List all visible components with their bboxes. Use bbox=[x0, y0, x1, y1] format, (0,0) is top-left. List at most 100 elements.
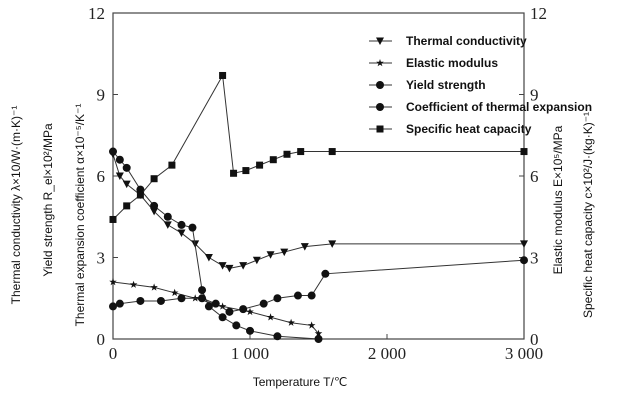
x-tick-label: 3 000 bbox=[505, 344, 543, 363]
data-point bbox=[328, 240, 337, 248]
series-line bbox=[112, 154, 524, 269]
data-point bbox=[307, 321, 316, 329]
data-point bbox=[168, 161, 176, 169]
right-axis-label-1: Elastic modulus E×10⁵/MPa bbox=[551, 125, 565, 274]
data-point bbox=[163, 212, 172, 221]
series-line bbox=[112, 73, 524, 220]
legend-item: Thermal conductivity bbox=[369, 34, 527, 48]
data-point bbox=[150, 175, 158, 183]
data-point bbox=[150, 207, 159, 216]
data-point bbox=[239, 262, 248, 270]
data-point bbox=[300, 243, 309, 251]
left-axis-label-1: Thermal conductivity λ×10/W·(m·K)⁻¹ bbox=[9, 106, 23, 305]
data-point bbox=[198, 286, 207, 295]
legend-marker bbox=[376, 81, 384, 89]
left-axis-label-2: Yield strength R_el×10²/MPa bbox=[41, 123, 55, 277]
legend-label: Specific heat capacity bbox=[406, 122, 532, 136]
y-tick-label-right: 9 bbox=[530, 86, 539, 105]
y-tick-label-left: 3 bbox=[97, 249, 106, 268]
data-point bbox=[150, 201, 159, 210]
data-point bbox=[259, 299, 268, 308]
x-axis-label: Temperature T/℃ bbox=[253, 375, 348, 389]
data-point bbox=[198, 294, 207, 303]
series-thermal-conductivity bbox=[109, 150, 528, 273]
legend-item: Elastic modulus bbox=[369, 56, 498, 70]
legend-item: Yield strength bbox=[369, 78, 486, 92]
data-point bbox=[256, 161, 264, 169]
legend-marker bbox=[376, 103, 384, 111]
legend-item: Coefficient of thermal expansion bbox=[369, 100, 592, 114]
data-point bbox=[218, 262, 227, 270]
data-point bbox=[177, 220, 186, 229]
data-point bbox=[273, 332, 282, 341]
legend-label: Coefficient of thermal expansion bbox=[406, 100, 592, 114]
data-point bbox=[266, 251, 275, 259]
legend-marker bbox=[376, 37, 384, 45]
x-tick-label: 2 000 bbox=[368, 344, 406, 363]
data-point bbox=[225, 264, 234, 273]
data-point bbox=[232, 321, 241, 330]
data-point bbox=[136, 191, 144, 199]
series-specific-heat-capacity bbox=[109, 71, 528, 223]
data-point bbox=[122, 163, 131, 172]
data-point bbox=[115, 172, 124, 180]
y-tick-label-left: 0 bbox=[97, 330, 106, 349]
y-tick-label-right: 12 bbox=[530, 4, 547, 23]
data-point bbox=[266, 313, 275, 321]
series-elastic-modulus bbox=[109, 277, 323, 337]
data-point bbox=[188, 223, 197, 232]
data-point bbox=[204, 254, 213, 262]
data-point bbox=[520, 256, 528, 265]
data-point bbox=[230, 169, 238, 177]
y-tick-label-left: 12 bbox=[88, 4, 105, 23]
data-point bbox=[170, 288, 179, 297]
data-point bbox=[252, 256, 261, 265]
data-point bbox=[280, 248, 289, 257]
data-point bbox=[204, 302, 213, 311]
y-tick-label-right: 0 bbox=[530, 330, 539, 349]
data-point bbox=[297, 148, 305, 156]
data-point bbox=[219, 71, 227, 79]
data-point bbox=[163, 221, 172, 229]
series-line bbox=[112, 281, 319, 334]
data-point bbox=[314, 335, 323, 343]
y-tick-label-right: 6 bbox=[530, 167, 539, 186]
data-point bbox=[283, 150, 291, 158]
data-point bbox=[314, 329, 323, 337]
data-point bbox=[109, 302, 117, 311]
right-axis-label-2: Specific heat capacity c×10²/J·(kg·K)⁻¹ bbox=[581, 112, 595, 318]
data-point bbox=[218, 302, 227, 310]
data-point bbox=[115, 299, 124, 308]
legend-marker bbox=[376, 59, 384, 67]
data-point bbox=[246, 307, 254, 316]
data-point bbox=[246, 326, 254, 335]
data-point bbox=[177, 294, 186, 303]
series-coefficient-of-thermal-expansion bbox=[109, 256, 528, 316]
series-line bbox=[112, 259, 525, 313]
data-point bbox=[520, 148, 528, 156]
data-point bbox=[520, 240, 528, 248]
data-point bbox=[122, 180, 131, 189]
left-axis-label-3: Thermal expansion coefficient α×10⁻⁵/K⁻¹ bbox=[73, 104, 87, 327]
series-yield-strength bbox=[109, 147, 323, 343]
data-point bbox=[109, 147, 117, 156]
data-point bbox=[293, 291, 302, 300]
x-tick-label: 1 000 bbox=[231, 344, 269, 363]
data-point bbox=[177, 229, 186, 238]
data-point bbox=[239, 305, 248, 314]
data-point bbox=[328, 148, 336, 156]
y-tick-label-left: 6 bbox=[97, 167, 106, 186]
data-point bbox=[211, 299, 220, 308]
y-tick-label-right: 3 bbox=[530, 249, 539, 268]
data-point bbox=[109, 277, 117, 286]
data-point bbox=[109, 215, 117, 223]
x-tick-label: 0 bbox=[109, 344, 118, 363]
y-tick-label-left: 9 bbox=[97, 86, 106, 105]
data-point bbox=[225, 307, 234, 316]
data-point bbox=[242, 167, 250, 175]
data-point bbox=[218, 313, 227, 322]
data-point bbox=[136, 296, 145, 305]
data-point bbox=[150, 283, 158, 291]
legend-marker bbox=[376, 125, 384, 133]
